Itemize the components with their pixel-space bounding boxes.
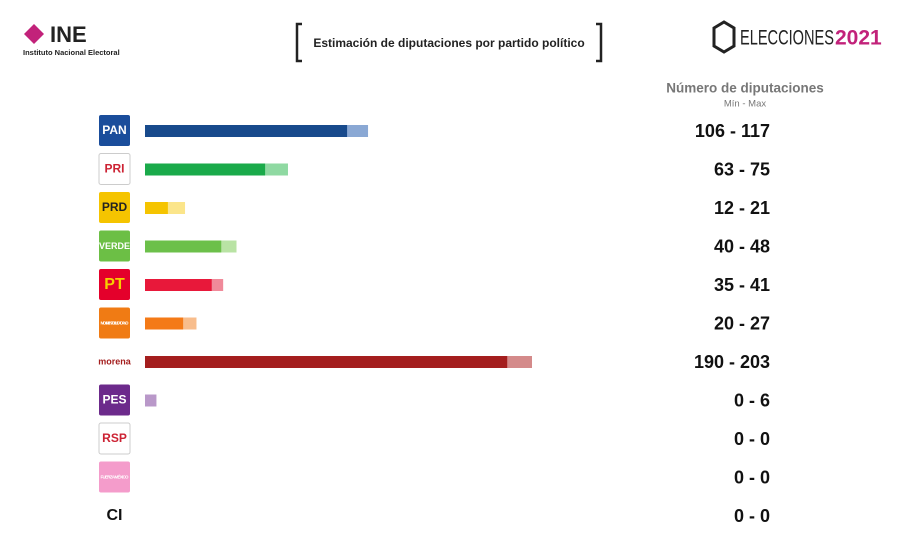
- bar-min: [145, 279, 212, 291]
- party-label: PRI: [104, 162, 124, 176]
- value-label: 0 - 0: [734, 506, 770, 526]
- party-label: MOVIMIENTO CIUDADANO: [101, 321, 129, 326]
- party-label: VERDE: [99, 241, 130, 251]
- ine-subtitle: Instituto Nacional Electoral: [23, 48, 120, 57]
- bar-min: [145, 125, 348, 137]
- bar-min: [145, 356, 508, 368]
- party-logo: [98, 153, 131, 185]
- chart-title: Estimación de diputaciones por partido p…: [313, 36, 584, 50]
- party-label: PAN: [102, 123, 126, 137]
- title-brackets: [295, 22, 603, 63]
- party-label: PES: [102, 393, 126, 407]
- party-label: FUERZA MÉXICO: [101, 473, 129, 480]
- brand-icon: [712, 20, 736, 54]
- value-label: 106 - 117: [695, 121, 770, 141]
- party-logo: [99, 384, 130, 416]
- party-logo: [99, 269, 130, 300]
- value-header: Número de diputaciones: [666, 81, 824, 96]
- ine-diamond: [24, 24, 44, 44]
- value-label: 63 - 75: [714, 159, 770, 179]
- party-label: CI: [107, 507, 123, 524]
- party-logo: [99, 461, 130, 493]
- party-label: PT: [104, 276, 125, 293]
- party-logo: [99, 230, 130, 262]
- brand-year: 2021: [835, 27, 882, 50]
- value-label: 0 - 0: [734, 429, 770, 449]
- value-label: 190 - 203: [694, 352, 770, 372]
- party-logo: [98, 422, 131, 455]
- bar-min: [145, 240, 222, 253]
- bar-min: [145, 202, 168, 214]
- value-subheader: Mín - Max: [724, 99, 766, 110]
- value-label: 35 - 41: [714, 275, 770, 295]
- value-label: 20 - 27: [714, 313, 770, 333]
- party-logo: [99, 192, 130, 223]
- value-label: 12 - 21: [714, 198, 770, 218]
- party-logo: [99, 115, 130, 146]
- party-label: RSP: [102, 431, 127, 445]
- brand-name: ELECCIONES: [740, 27, 834, 50]
- party-label: morena: [98, 356, 132, 366]
- bar-min: [145, 317, 184, 330]
- bar-max: [145, 394, 157, 407]
- value-label: 0 - 6: [734, 390, 770, 410]
- ine-logo: INE: [50, 22, 87, 47]
- party-logo: [99, 307, 130, 339]
- value-label: 0 - 0: [734, 467, 770, 487]
- party-label: PRD: [102, 200, 128, 214]
- value-label: 40 - 48: [714, 236, 770, 256]
- bar-min: [145, 163, 266, 176]
